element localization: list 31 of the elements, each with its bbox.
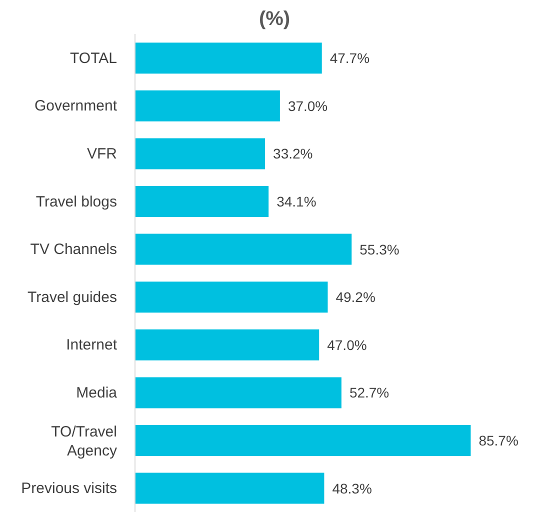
y-tick-label: Media [76, 384, 118, 402]
data-label: 55.3% [360, 241, 400, 258]
y-tick-label: TOTAL [70, 50, 117, 67]
chart-title: (%) [258, 8, 292, 32]
bar [135, 377, 342, 408]
data-label: 47.0% [327, 336, 367, 353]
bar [135, 234, 352, 265]
y-tick-label: Previous visits [21, 480, 117, 498]
y-tick-label: Internet [66, 336, 118, 354]
bar [135, 90, 280, 122]
data-label: 85.7% [478, 432, 518, 448]
y-tick-label: Travel blogs [36, 193, 117, 210]
y-tick-label: VFR [87, 146, 118, 162]
data-label: 52.7% [349, 384, 390, 401]
y-tick-label: Travel guides [28, 288, 117, 306]
bar [135, 138, 266, 170]
bar [135, 329, 320, 360]
data-label: 34.1% [276, 193, 316, 210]
data-label: 48.3% [332, 480, 372, 496]
y-tick-label: Government [34, 98, 118, 115]
bar [135, 472, 324, 504]
bar [135, 42, 322, 74]
data-label: 33.2% [273, 146, 313, 162]
data-label: 47.7% [330, 50, 370, 66]
y-tick-label: TO/Travel Agency [51, 423, 118, 460]
bar [135, 186, 269, 218]
data-label: 37.0% [288, 98, 328, 114]
data-label: 49.2% [336, 289, 376, 306]
bar [135, 282, 328, 313]
y-tick-label: TV Channels [30, 241, 117, 258]
bar [135, 425, 471, 456]
